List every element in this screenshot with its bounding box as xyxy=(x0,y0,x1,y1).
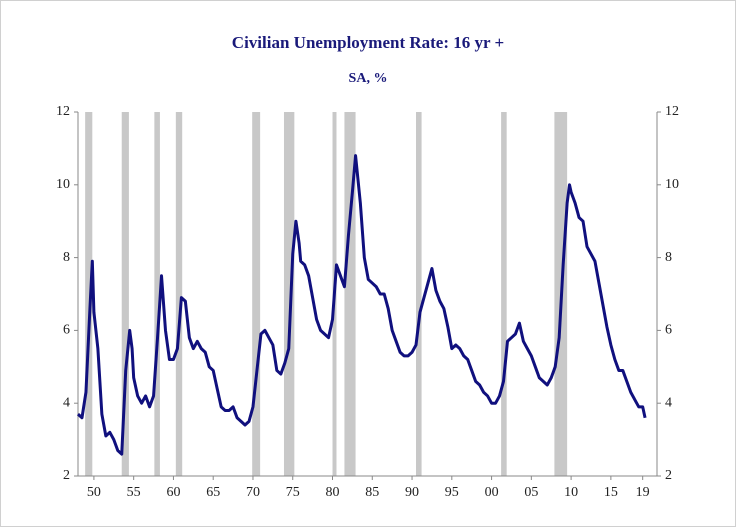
x-tick-label: 75 xyxy=(286,485,300,500)
recession-band xyxy=(85,112,93,476)
recession-band xyxy=(344,112,356,476)
y-tick-label: 6 xyxy=(63,323,70,338)
x-tick-label: 85 xyxy=(365,485,379,500)
y2-tick-label: 2 xyxy=(665,468,672,483)
x-tick-label: 19 xyxy=(636,485,650,500)
x-tick-label: 55 xyxy=(127,485,141,500)
x-tick-label: 65 xyxy=(206,485,220,500)
x-tick-label: 95 xyxy=(445,485,459,500)
x-tick-label: 00 xyxy=(485,485,499,500)
x-tick-label: 15 xyxy=(604,485,618,500)
x-tick-label: 60 xyxy=(166,485,180,500)
y-tick-label: 2 xyxy=(63,468,70,483)
y2-tick-label: 4 xyxy=(665,395,672,410)
recession-band xyxy=(283,112,295,476)
x-tick-label: 10 xyxy=(564,485,578,500)
y-tick-label: 12 xyxy=(56,104,70,119)
y-tick-label: 4 xyxy=(63,395,70,410)
y-tick-label: 8 xyxy=(63,250,70,265)
x-tick-label: 90 xyxy=(405,485,419,500)
recession-band xyxy=(175,112,183,476)
chart-title: Civilian Unemployment Rate: 16 yr + xyxy=(232,33,504,52)
recession-band xyxy=(252,112,261,476)
y-tick-label: 10 xyxy=(56,177,70,192)
recession-band xyxy=(501,112,507,476)
x-tick-label: 50 xyxy=(87,485,101,500)
y2-tick-label: 10 xyxy=(665,177,679,192)
recession-band xyxy=(121,112,129,476)
x-tick-label: 05 xyxy=(524,485,538,500)
recession-band xyxy=(416,112,422,476)
line-series xyxy=(76,154,647,456)
chart-subtitle: SA, % xyxy=(349,71,388,86)
recession-band xyxy=(154,112,160,476)
y2-tick-label: 12 xyxy=(665,104,679,119)
x-tick-label: 70 xyxy=(246,485,260,500)
y2-tick-label: 6 xyxy=(665,323,672,338)
y2-tick-label: 8 xyxy=(665,250,672,265)
x-tick-label: 80 xyxy=(326,485,340,500)
